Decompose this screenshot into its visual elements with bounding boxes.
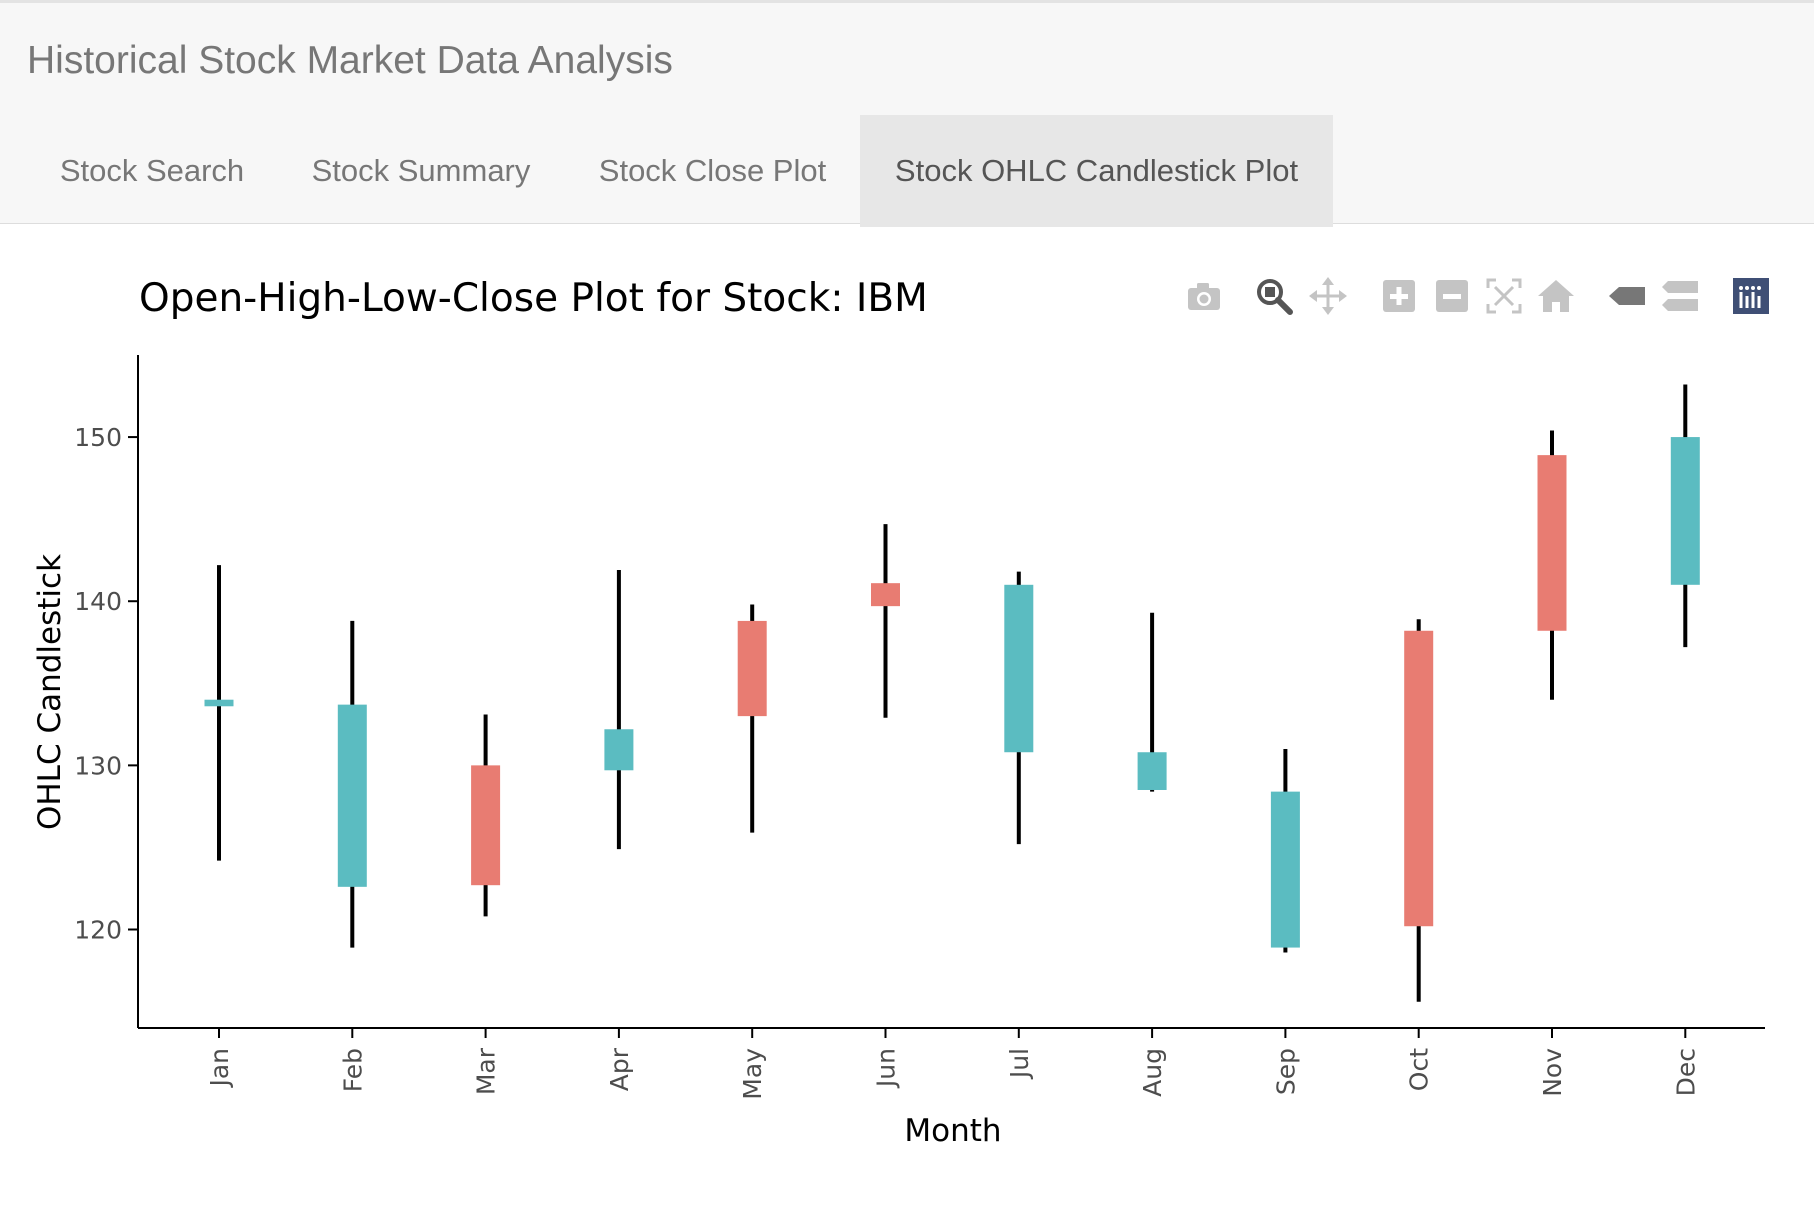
tab-stock-ohlc-candlestick-plot[interactable]: Stock OHLC Candlestick Plot <box>860 115 1333 227</box>
x-tick-label: Nov <box>1538 1048 1567 1097</box>
candlestick[interactable] <box>871 524 900 718</box>
candlestick[interactable] <box>1270 748 1300 953</box>
x-tick-label: Apr <box>605 1047 634 1091</box>
x-tick-label: Aug <box>1138 1048 1167 1097</box>
candle-body-increasing <box>604 729 634 771</box>
candle-body-increasing <box>1137 752 1167 790</box>
plotly-logo-link[interactable] <box>1731 276 1771 316</box>
candlestick[interactable] <box>337 620 367 948</box>
candle-body-decreasing <box>1404 630 1434 927</box>
candlestick[interactable] <box>604 570 634 850</box>
candle-body-decreasing <box>1537 455 1567 631</box>
candle-body-decreasing <box>737 620 767 717</box>
candlestick[interactable] <box>1137 612 1167 792</box>
zoom-icon <box>1257 279 1293 315</box>
y-tick-label: 120 <box>74 916 122 945</box>
zoom-out-button[interactable] <box>1432 276 1472 316</box>
tab-stock-summary[interactable]: Stock Summary <box>311 153 531 188</box>
y-axis-ticks: 120 130 140 150 <box>74 423 138 945</box>
camera-icon <box>1188 283 1220 310</box>
candle-body-decreasing <box>471 765 501 886</box>
tab-stock-close-plot[interactable]: Stock Close Plot <box>598 153 827 188</box>
hover-closest-button[interactable] <box>1607 276 1647 316</box>
pan-button[interactable] <box>1308 276 1348 316</box>
chart-title: Open-High-Low-Close Plot for Stock: IBM <box>139 276 928 321</box>
candlestick[interactable] <box>471 714 501 917</box>
x-tick-label: Oct <box>1405 1048 1434 1091</box>
x-tick-label: Mar <box>472 1047 501 1095</box>
x-tick-label: Jan <box>205 1048 234 1089</box>
x-tick-label: Feb <box>338 1048 367 1092</box>
autoscale-button[interactable] <box>1484 276 1524 316</box>
hover-compare-icon <box>1662 281 1698 311</box>
y-tick-label: 130 <box>74 751 122 780</box>
hover-closest-icon <box>1609 287 1645 305</box>
plotly-logo-icon <box>1733 278 1769 314</box>
candle-body-increasing <box>1670 437 1700 585</box>
tab-stock-search[interactable]: Stock Search <box>59 153 245 188</box>
x-tick-label: Sep <box>1271 1048 1300 1095</box>
candlestick[interactable] <box>204 565 234 861</box>
reset-axes-button[interactable] <box>1536 276 1576 316</box>
app-title: Historical Stock Market Data Analysis <box>27 39 673 82</box>
x-tick-label: Jul <box>1005 1048 1034 1080</box>
candle-body-increasing <box>337 704 367 887</box>
plot-area <box>204 384 1700 1002</box>
ohlc-candlestick-chart[interactable]: 120 130 140 150 Jan Feb Mar Apr May Jun Jul Aug Sep… <box>0 330 1814 1210</box>
x-axis-ticks: Jan Feb Mar Apr May Jun Jul Aug Sep Oct Nov Dec <box>205 1028 1700 1100</box>
zoom-in-icon <box>1383 280 1415 312</box>
candlestick[interactable] <box>1537 430 1567 700</box>
x-tick-label: Dec <box>1671 1048 1700 1096</box>
autoscale-icon <box>1486 278 1522 314</box>
x-tick-label: Jun <box>872 1048 901 1089</box>
y-tick-label: 140 <box>74 587 122 616</box>
home-icon <box>1538 280 1574 312</box>
zoom-in-button[interactable] <box>1379 276 1419 316</box>
pan-icon <box>1309 277 1347 315</box>
candlestick[interactable] <box>1670 384 1700 648</box>
candle-body-decreasing <box>871 583 900 607</box>
candlestick[interactable] <box>737 604 767 833</box>
download-plot-button[interactable] <box>1184 276 1224 316</box>
y-tick-label: 150 <box>74 423 122 452</box>
hover-compare-button[interactable] <box>1660 276 1700 316</box>
candlestick[interactable] <box>1404 619 1434 1002</box>
zoom-button[interactable] <box>1254 276 1294 316</box>
x-axis-title: Month <box>904 1113 1001 1149</box>
app-header: Historical Stock Market Data Analysis St… <box>0 0 1814 227</box>
x-tick-label: May <box>738 1048 767 1100</box>
y-axis-title: OHLC Candlestick <box>32 554 68 830</box>
zoom-out-icon <box>1436 280 1468 312</box>
candle-body-increasing <box>1270 791 1300 948</box>
candle-body-increasing <box>1004 584 1034 753</box>
candlestick[interactable] <box>1004 571 1034 845</box>
candle-body-increasing <box>204 699 234 707</box>
